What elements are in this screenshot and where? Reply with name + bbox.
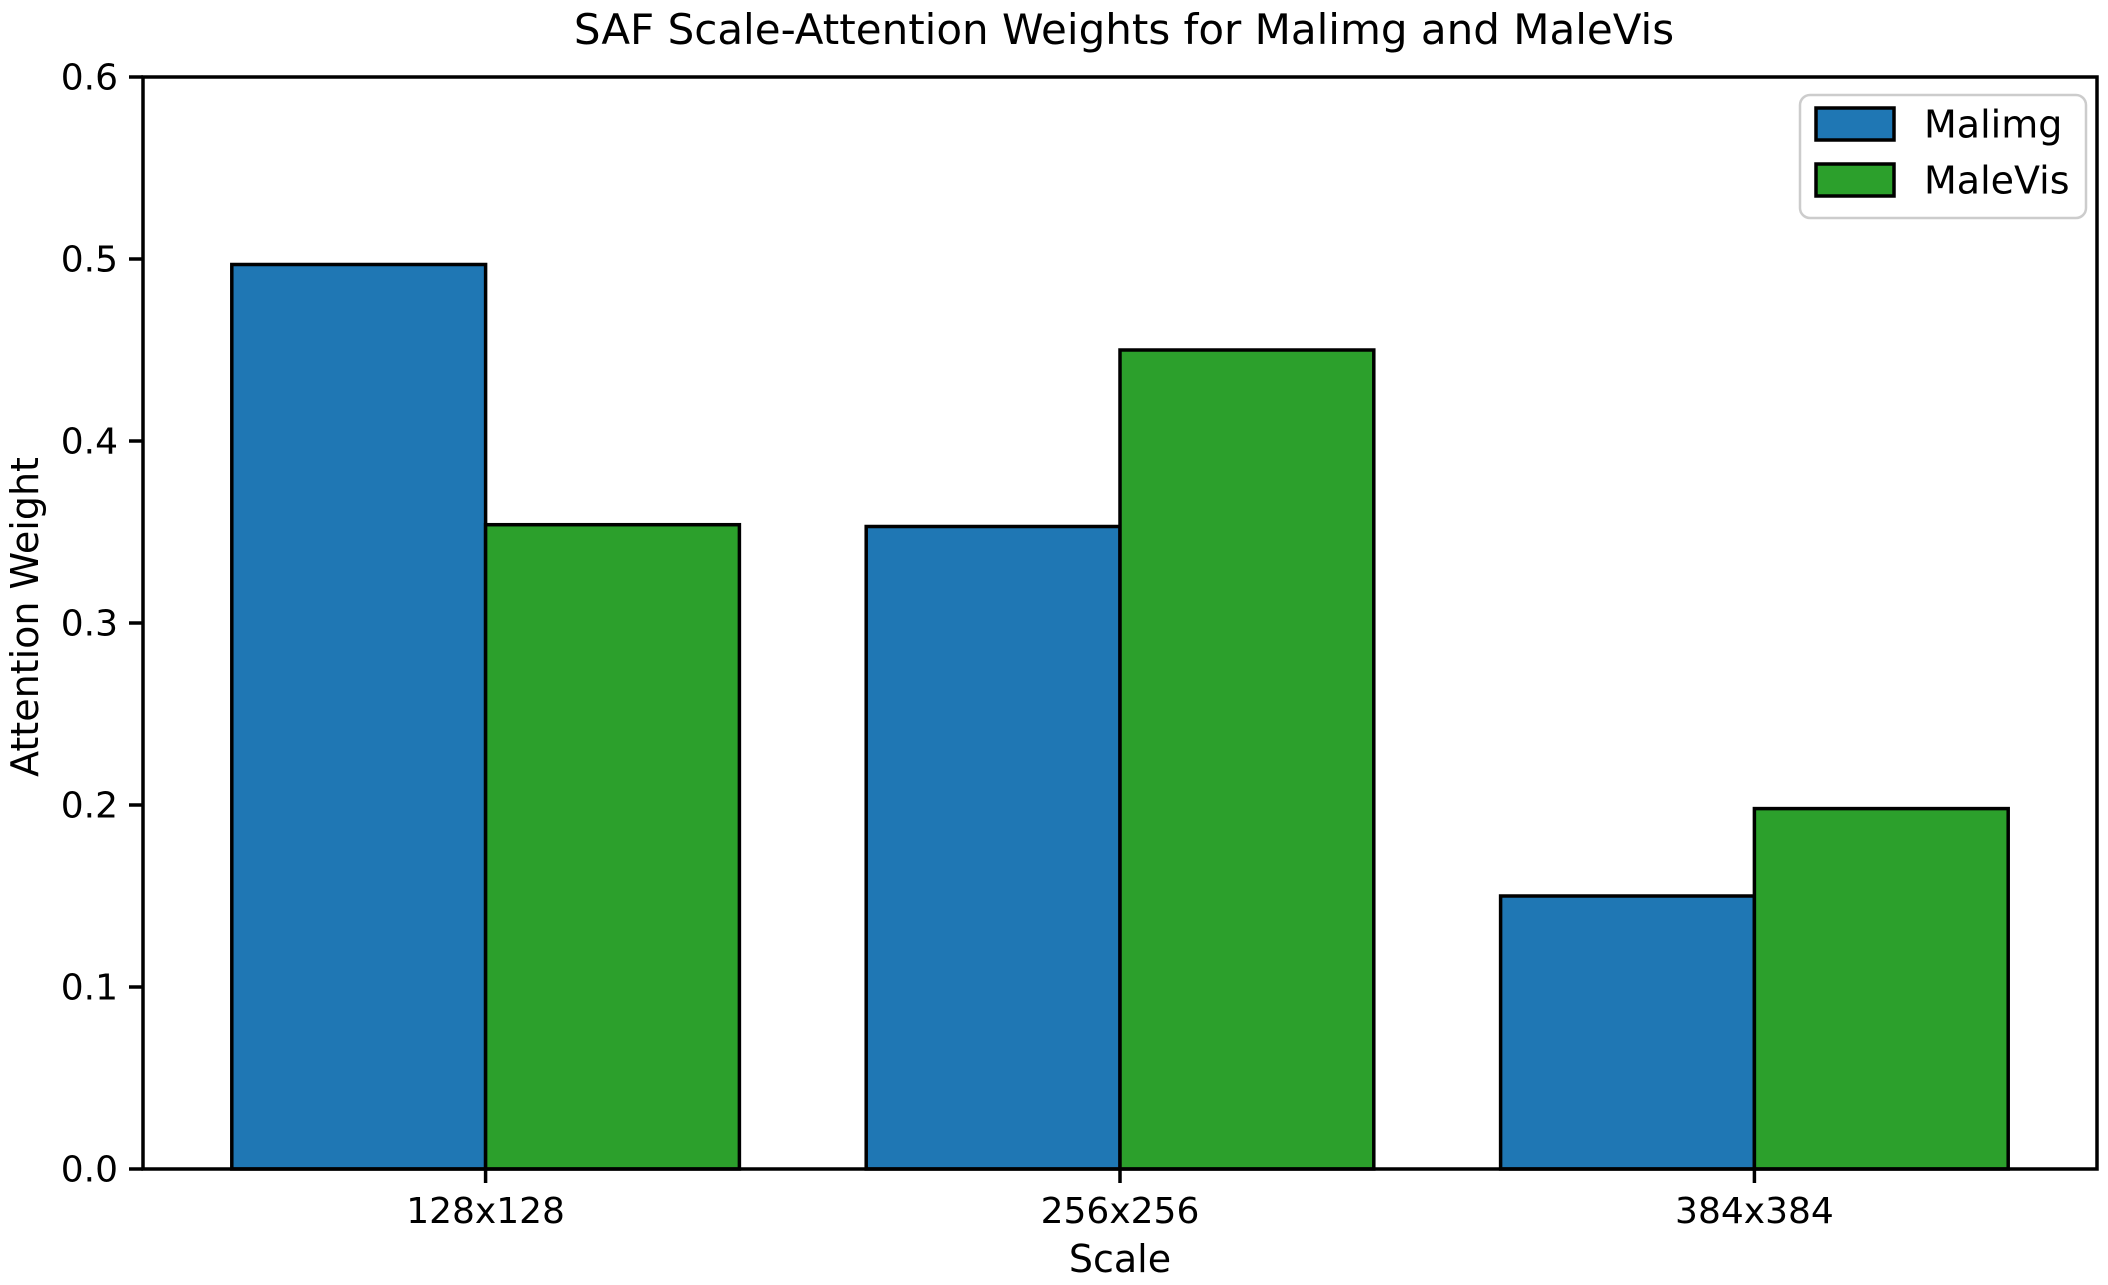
legend-label-MaleVis: MaleVis (1924, 158, 2070, 202)
y-axis-label: Attention Weight (3, 457, 47, 777)
y-tick-label: 0.2 (61, 786, 118, 827)
legend-label-Malimg: Malimg (1924, 102, 2062, 146)
bar-Malimg-384x384 (1498, 894, 1757, 1171)
x-axis-label: Scale (1069, 1237, 1171, 1281)
ticks-layer: 0.0 0.1 0.2 0.3 0.4 0.5 0.6 128x128 256x256 384x3… (61, 58, 1834, 1232)
x-tick-label: 256x256 (1041, 1191, 1200, 1232)
legend-swatch-Malimg (1814, 106, 1896, 142)
y-tick-label: 0.3 (61, 604, 118, 645)
x-tick-label: 128x128 (406, 1191, 565, 1232)
legend: Malimg MaleVis (1798, 93, 2088, 220)
chart-title: SAF Scale-Attention Weights for Malimg a… (574, 5, 1674, 54)
y-tick-label: 0.4 (61, 422, 118, 463)
bar-MaleVis-128x128 (483, 522, 742, 1171)
y-tick-label: 0.5 (61, 240, 118, 281)
bar-MaleVis-256x256 (1118, 348, 1376, 1171)
legend-swatch-MaleVis (1814, 162, 1896, 198)
bar-MaleVis-384x384 (1752, 806, 2010, 1171)
bar-Malimg-256x256 (864, 524, 1122, 1171)
legend-items: Malimg MaleVis (1814, 102, 2070, 202)
y-tick-label: 0.6 (61, 58, 118, 99)
x-tick-label: 384x384 (1675, 1191, 1834, 1232)
y-tick-label: 0.0 (61, 1150, 118, 1191)
bars-layer (230, 262, 2010, 1171)
bar-Malimg-128x128 (230, 262, 488, 1171)
y-tick-label: 0.1 (61, 968, 118, 1009)
